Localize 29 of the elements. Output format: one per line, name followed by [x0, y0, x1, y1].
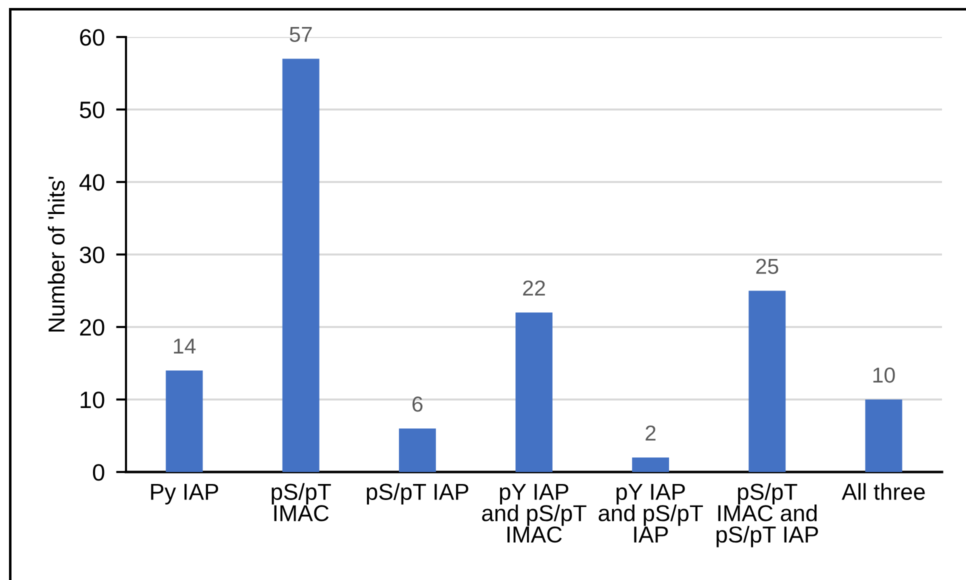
bar	[632, 458, 670, 472]
bar	[516, 312, 552, 472]
data-label: 22	[523, 280, 545, 296]
bar	[748, 290, 786, 472]
bar	[398, 428, 436, 472]
data-label: 2	[646, 426, 656, 441]
y-tick-label: 20	[80, 319, 104, 336]
bar	[282, 58, 320, 472]
y-tick-label: 10	[80, 392, 104, 408]
data-label: 57	[290, 26, 312, 42]
x-tick-label: pS/pT IMAC	[272, 483, 331, 522]
data-label: 6	[412, 396, 422, 412]
data-label: 14	[174, 338, 196, 354]
y-tick-label: 30	[80, 246, 104, 264]
x-tick-label: Py IAP	[151, 484, 218, 504]
y-tick-label: 50	[80, 102, 104, 118]
bar	[166, 370, 203, 472]
x-tick-label: pS/pT IMAC and pS/pT IAP	[716, 483, 818, 548]
y-tick-label: 40	[79, 174, 104, 191]
y-tick-label: 60	[80, 29, 104, 46]
data-label: 10	[873, 368, 895, 383]
y-tick-label: 0	[92, 464, 104, 481]
bar	[865, 400, 902, 472]
x-tick-label: pY IAP and pS/pT IAP	[598, 484, 703, 542]
data-label: 25	[756, 258, 778, 274]
x-tick-label: pS/pT IAP	[366, 483, 468, 504]
y-axis-title: Number of 'hits'	[48, 176, 65, 332]
x-tick-label: All three	[842, 483, 925, 500]
x-tick-label: pY IAP and pS/pT IMAC	[482, 484, 586, 543]
